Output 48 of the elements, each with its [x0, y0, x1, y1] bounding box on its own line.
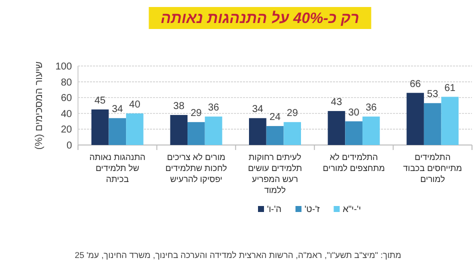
- bar: [406, 92, 424, 145]
- data-label: 29: [190, 108, 202, 120]
- data-label: 43: [330, 97, 342, 108]
- y-axis-title: שיעור המסכימים (%): [34, 61, 45, 150]
- bar: [345, 121, 362, 145]
- data-label: 66: [410, 78, 422, 90]
- chart-title: רק כ-40% על התנהגות נאותה: [160, 10, 360, 27]
- data-label: 40: [129, 99, 141, 110]
- data-label: 34: [112, 104, 124, 116]
- bar: [188, 122, 205, 145]
- bar: [362, 116, 380, 145]
- y-tick-label: 40: [60, 108, 72, 120]
- x-tick-label: התלמידים מתייחסים בכבוד למורים: [403, 152, 462, 184]
- data-label: 30: [348, 107, 360, 118]
- bar: [266, 126, 284, 145]
- data-label: 24: [269, 112, 281, 124]
- y-tick-label: 0: [66, 140, 72, 152]
- y-tick-label: 80: [60, 77, 72, 88]
- bar: [248, 118, 266, 145]
- bar: [284, 122, 302, 145]
- data-label: 38: [173, 100, 185, 112]
- bar: [126, 113, 144, 145]
- data-label: 34: [252, 104, 264, 116]
- data-label: 36: [208, 102, 220, 114]
- legend-label: י'-י"א: [342, 204, 361, 214]
- x-tick-label: התלמידים לא מתחצפים למורים: [322, 152, 385, 173]
- data-label: 61: [444, 82, 456, 94]
- bar: [108, 118, 126, 145]
- data-label: 29: [286, 108, 298, 120]
- y-tick-label: 100: [55, 62, 72, 72]
- data-label: 36: [366, 102, 378, 114]
- bar: [204, 116, 222, 145]
- y-tick-label: 20: [60, 124, 72, 136]
- bar: [441, 96, 459, 145]
- data-label: 53: [427, 89, 439, 100]
- data-label: 45: [94, 95, 106, 106]
- legend-label: ז'-ט': [304, 204, 320, 214]
- x-tick-label: מורים לא צריכים לחכות שתלמידים יפסיקו להרעיש: [165, 152, 228, 184]
- x-tick-label: התנהגות נאותה של תלמידים בכיתה: [89, 152, 146, 184]
- bar: [170, 114, 188, 145]
- bar: [328, 111, 346, 145]
- bar: [424, 103, 442, 145]
- x-tick-label: לעיתים רחוקות תלמידים עושים רעש המפריע ללמוד: [248, 152, 302, 195]
- legend-label: ה'-ו': [267, 204, 282, 214]
- title: רק כ-40% על התנהגות נאותה: [148, 7, 372, 29]
- bar: [91, 109, 109, 145]
- text: מתוך: "מיצ"ב תשע"ו", ראמ"ה, הרשות הארצית למדידה והערכה בחינוך, משרד החינוך, עמ' 25: [74, 250, 402, 260]
- y-tick-label: 60: [60, 93, 72, 104]
